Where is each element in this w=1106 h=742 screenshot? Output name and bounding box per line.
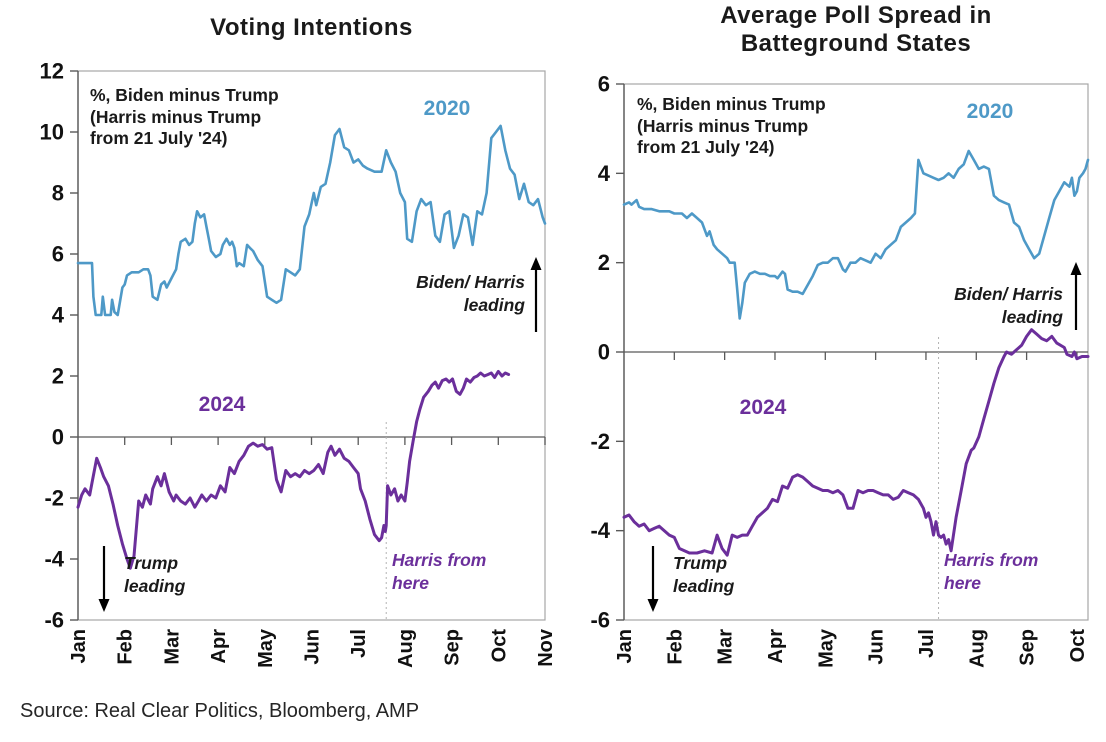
x-tick-label: Jun bbox=[302, 629, 324, 665]
x-tick-label: Mar bbox=[715, 629, 737, 665]
y-tick-label: 0 bbox=[598, 340, 610, 365]
y-tick-label: -2 bbox=[44, 486, 64, 511]
y-tick-label: 2 bbox=[52, 364, 64, 389]
right-biden-harris-line1: Biden/ Harris bbox=[954, 284, 1063, 304]
left-series-label-2024: 2024 bbox=[198, 393, 246, 416]
right-note-line1: %, Biden minus Trump bbox=[637, 94, 826, 114]
x-tick-label: Jun bbox=[866, 629, 888, 665]
right-biden-harris-line2: leading bbox=[1001, 307, 1063, 327]
left-harris-line2: here bbox=[392, 573, 429, 593]
y-tick-label: 6 bbox=[52, 242, 64, 267]
y-tick-label: 6 bbox=[598, 72, 610, 97]
right-note-line2: (Harris minus Trump bbox=[637, 115, 809, 136]
y-tick-label: 4 bbox=[52, 303, 65, 328]
x-tick-label: Jul bbox=[916, 629, 938, 658]
y-tick-label: -6 bbox=[590, 608, 610, 633]
x-tick-label: Nov bbox=[535, 628, 557, 667]
series-line-2024 bbox=[622, 328, 1090, 557]
y-tick-label: 2 bbox=[598, 250, 610, 275]
right-chart-title-line1: Average Poll Spread in bbox=[720, 2, 992, 29]
y-tick-label: 8 bbox=[52, 181, 64, 206]
x-tick-label: Feb bbox=[664, 629, 686, 665]
left-chart-title: Voting Intentions bbox=[78, 14, 545, 42]
down-arrow-head bbox=[98, 599, 110, 612]
x-tick-label: Aug bbox=[966, 629, 988, 668]
series-line-2020 bbox=[76, 124, 547, 317]
source-caption: Source: Real Clear Politics, Bloomberg, … bbox=[20, 700, 420, 722]
right-trump-line1: Trump bbox=[673, 553, 728, 573]
left-note-line2: (Harris minus Trump bbox=[90, 106, 262, 127]
left-trump-leading-annotation: Trump leading bbox=[124, 552, 244, 598]
y-tick-label: 0 bbox=[52, 425, 64, 450]
right-trump-line2: leading bbox=[673, 576, 735, 596]
x-tick-label: Apr bbox=[208, 629, 230, 664]
x-tick-label: May bbox=[255, 628, 277, 668]
series-line-2020 bbox=[622, 149, 1090, 320]
left-note-line3: from 21 July '24) bbox=[90, 128, 228, 148]
left-harris-line1: Harris from bbox=[392, 550, 487, 570]
x-tick-label: Jul bbox=[348, 629, 370, 658]
right-trump-leading-annotation: Trump leading bbox=[673, 552, 793, 598]
x-tick-label: Mar bbox=[161, 629, 183, 665]
left-trump-line2: leading bbox=[124, 576, 186, 596]
x-tick-label: Sep bbox=[1017, 629, 1039, 666]
x-tick-label: Oct bbox=[488, 629, 510, 663]
right-harris-line2: here bbox=[944, 573, 981, 593]
left-chart-note: %, Biden minus Trump (Harris minus Trump… bbox=[90, 85, 390, 150]
x-tick-label: Jan bbox=[614, 629, 636, 663]
right-series-label-2020: 2020 bbox=[966, 100, 1014, 123]
x-tick-label: Oct bbox=[1067, 629, 1089, 663]
y-tick-label: -6 bbox=[44, 608, 64, 633]
right-chart-title: Average Poll Spread in Batteground State… bbox=[624, 2, 1088, 58]
x-tick-label: Sep bbox=[442, 629, 464, 666]
right-series-label-2024: 2024 bbox=[739, 396, 787, 419]
y-tick-label: 12 bbox=[40, 59, 64, 84]
up-arrow-head bbox=[530, 257, 542, 270]
right-note-line3: from 21 July '24) bbox=[637, 137, 775, 157]
x-tick-label: Jan bbox=[68, 629, 90, 663]
left-note-line1: %, Biden minus Trump bbox=[90, 85, 279, 105]
x-tick-label: May bbox=[815, 628, 837, 668]
x-tick-label: Apr bbox=[765, 629, 787, 664]
left-harris-from-here-annotation: Harris from here bbox=[392, 549, 537, 595]
left-biden-harris-line1: Biden/ Harris bbox=[416, 272, 525, 292]
right-harris-from-here-annotation: Harris from here bbox=[944, 549, 1089, 595]
y-tick-label: 4 bbox=[598, 161, 611, 186]
y-tick-label: 10 bbox=[40, 120, 64, 145]
plot-border bbox=[77, 70, 546, 621]
right-chart-note: %, Biden minus Trump (Harris minus Trump… bbox=[637, 94, 937, 159]
x-tick-label: Aug bbox=[395, 629, 417, 668]
left-trump-line1: Trump bbox=[124, 553, 179, 573]
left-chart-title-line1: Voting Intentions bbox=[210, 14, 413, 41]
y-tick-label: -4 bbox=[44, 547, 64, 572]
left-biden-harris-line2: leading bbox=[463, 295, 525, 315]
left-series-label-2020: 2020 bbox=[423, 97, 471, 120]
left-biden-harris-leading-annotation: Biden/ Harris leading bbox=[340, 271, 525, 317]
right-harris-line1: Harris from bbox=[944, 550, 1039, 570]
x-tick-label: Feb bbox=[115, 629, 137, 665]
series-line-2024 bbox=[76, 369, 511, 570]
y-tick-label: -2 bbox=[590, 429, 610, 454]
y-tick-label: -4 bbox=[590, 518, 610, 543]
right-biden-harris-leading-annotation: Biden/ Harris leading bbox=[878, 283, 1063, 329]
up-arrow-head bbox=[1070, 262, 1082, 275]
right-chart-title-line2: Batteground States bbox=[740, 30, 972, 57]
down-arrow-head bbox=[647, 599, 659, 612]
